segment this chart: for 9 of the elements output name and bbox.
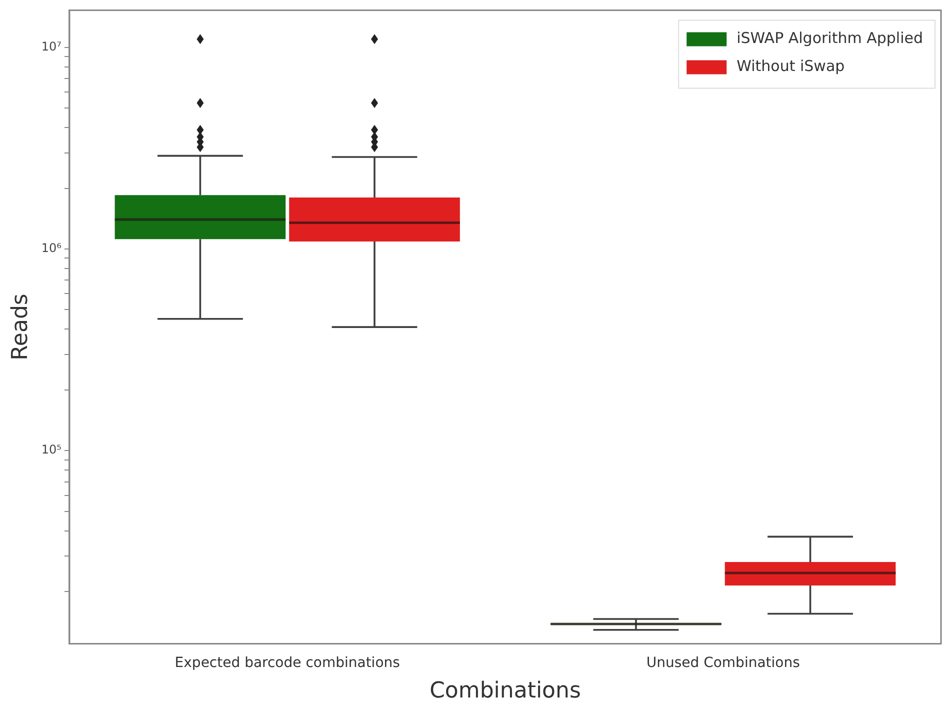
legend-label: iSWAP Algorithm Applied	[736, 29, 924, 48]
x-axis-title: Combinations	[430, 678, 581, 704]
y-tick-label: 10⁵	[41, 442, 62, 457]
x-tick-label: Unused Combinations	[646, 654, 800, 671]
y-tick-label: 10⁷	[41, 40, 62, 54]
y-tick-label: 10⁶	[41, 241, 62, 256]
x-tick-label: Expected barcode combinations	[174, 654, 400, 671]
legend-label: Without iSwap	[736, 57, 845, 76]
y-axis-title: Reads	[8, 294, 33, 360]
